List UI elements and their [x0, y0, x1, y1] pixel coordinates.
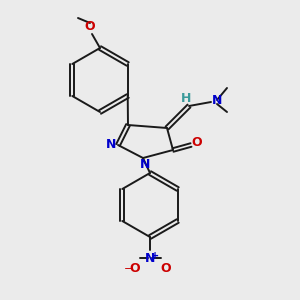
Text: O: O [161, 262, 171, 275]
Text: N: N [140, 158, 150, 170]
Text: −: − [124, 264, 134, 274]
Text: +: + [151, 251, 159, 261]
Text: O: O [192, 136, 202, 149]
Text: N: N [212, 94, 222, 107]
Text: N: N [106, 137, 116, 151]
Text: H: H [181, 92, 191, 106]
Text: O: O [130, 262, 140, 275]
Text: N: N [145, 252, 155, 265]
Text: O: O [85, 20, 95, 34]
